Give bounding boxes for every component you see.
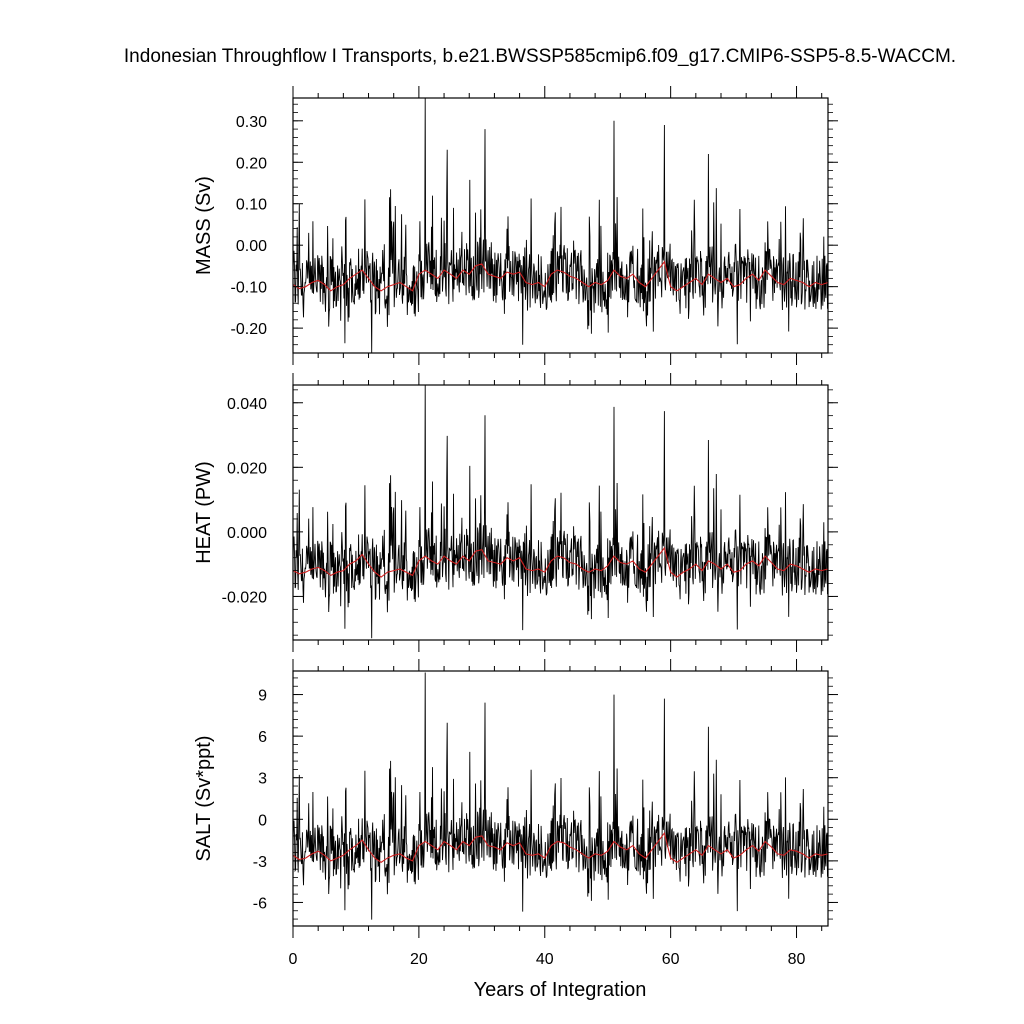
mass-ytick-label: 0.30 [236,114,267,131]
mass-ytick-label: 0.20 [236,155,267,172]
mass-ylabel: MASS (Sv) [193,176,215,275]
mass-annual-mean-series [292,260,829,292]
x-axis-label: Years of Integration [474,979,647,1001]
salt-ytick-label: -6 [253,895,267,912]
mass-ytick-label: -0.10 [231,280,268,297]
heat-ytick-label: 0.020 [227,460,267,477]
salt-annual-mean-series [292,831,829,863]
xtick-label: 20 [410,951,428,968]
salt-ylabel: SALT (Sv*ppt) [193,736,215,862]
heat-annual-mean-series [292,546,829,578]
heat-ylabel: HEAT (PW) [193,461,215,564]
mass-ytick-label: 0.10 [236,197,267,214]
salt-ytick-label: 6 [258,729,267,746]
mass-monthly-series [292,97,829,354]
heat-ytick-label: 0.000 [227,525,267,542]
heat-ytick-label: -0.020 [222,589,267,606]
mass-ytick-label: 0.00 [236,238,267,255]
xtick-label: 80 [788,951,806,968]
salt-ytick-label: 9 [258,688,267,705]
xtick-label: 0 [289,951,298,968]
mass-panel-frame [292,97,829,354]
mass-ytick-label: -0.20 [231,321,268,338]
xtick-label: 40 [536,951,554,968]
salt-ytick-label: -3 [253,854,267,871]
xtick-label: 60 [662,951,680,968]
heat-monthly-series [292,384,829,639]
heat-panel-frame [292,384,829,641]
salt-ytick-label: 0 [258,812,267,829]
heat-ytick-label: 0.040 [227,396,267,413]
salt-ytick-label: 3 [258,771,267,788]
salt-monthly-series [292,672,829,920]
chart-title: Indonesian Throughflow I Transports, b.e… [123,46,957,67]
salt-panel-frame [292,670,829,927]
